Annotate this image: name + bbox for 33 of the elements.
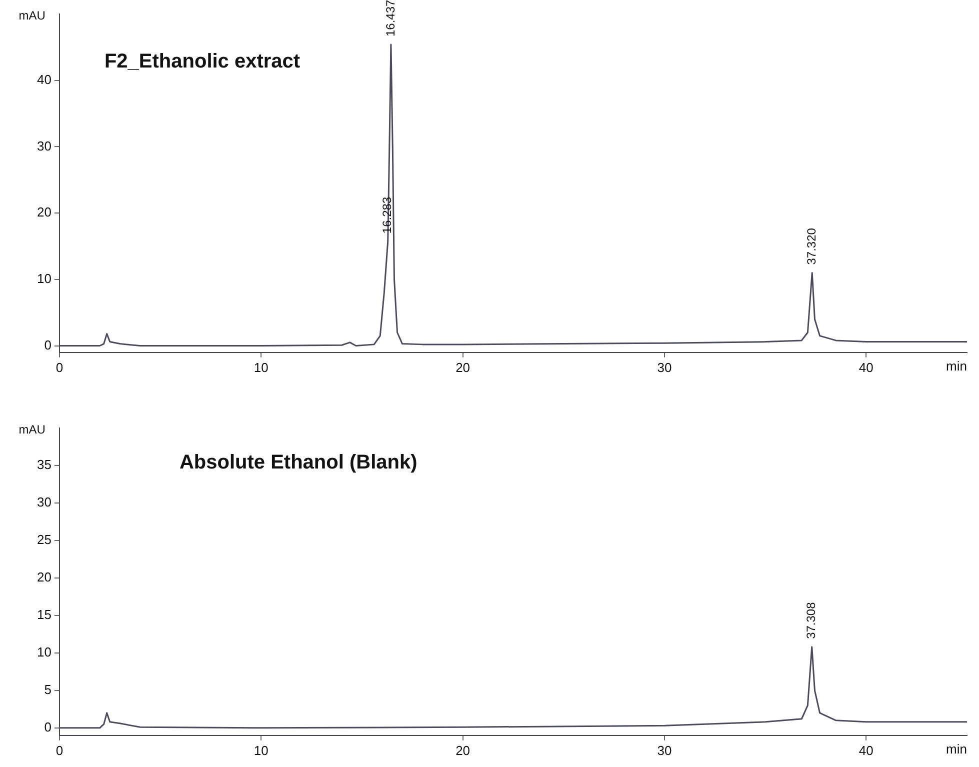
y-tick-label: 10 [36,644,52,660]
y-tick-label: 10 [36,270,52,286]
x-axis-title: min [946,741,967,756]
y-tick-label: 35 [36,457,52,472]
x-tick-label: 0 [56,360,64,375]
x-tick-label: 20 [456,742,470,758]
x-tick-label: 30 [657,360,672,375]
y-tick-label: 5 [44,682,52,697]
annotation: 16.437 [383,0,398,37]
y-tick-label: 15 [36,607,52,622]
x-tick-label: 0 [56,742,64,758]
y-tick-label: 30 [36,494,52,510]
text: Absolute Ethanol (Blank) [179,452,418,474]
x-tick-label: 40 [858,742,874,758]
x-tick-label: 10 [254,360,268,375]
y-tick-label: 0 [44,719,52,734]
x-tick-label: 20 [456,360,470,375]
y-tick-label: 25 [36,532,52,548]
text: F2_Ethanolic extract [104,50,300,73]
y-tick-label: 40 [36,72,52,87]
x-tick-label: 40 [858,360,874,375]
y-tick-label: 30 [36,138,52,154]
y-tick-label: 20 [36,570,52,585]
annotation: 16.283 [380,196,394,234]
x-axis-title: min [946,358,967,374]
y-axis-title: mAU [18,8,46,22]
y-tick-label: 20 [36,204,52,220]
annotation: 37.320 [804,228,818,265]
x-tick-label: 10 [254,742,268,758]
annotation: 37.308 [804,602,818,639]
x-tick-label: 30 [657,742,672,758]
y-axis-title: mAU [18,422,46,436]
y-tick-label: 0 [44,337,52,352]
